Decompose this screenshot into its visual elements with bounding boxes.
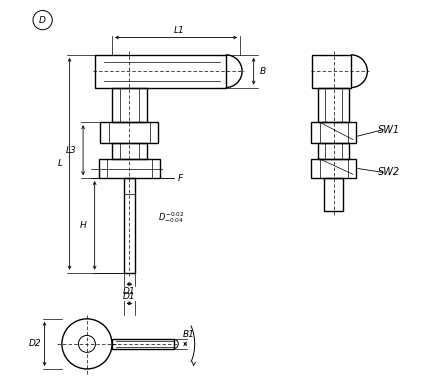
Text: H: H bbox=[80, 221, 86, 230]
Text: SW1: SW1 bbox=[378, 125, 400, 135]
Text: B1: B1 bbox=[183, 330, 195, 339]
Text: D2: D2 bbox=[29, 339, 41, 348]
Text: L3: L3 bbox=[66, 146, 77, 155]
Text: D1: D1 bbox=[123, 287, 136, 296]
Text: D1: D1 bbox=[123, 292, 136, 301]
Text: $D^{-0.02}_{-0.04}$: $D^{-0.02}_{-0.04}$ bbox=[158, 210, 185, 225]
Text: D: D bbox=[39, 16, 46, 25]
Text: B: B bbox=[260, 67, 266, 76]
Text: F: F bbox=[177, 174, 183, 183]
Text: L1: L1 bbox=[174, 26, 184, 35]
Text: SW2: SW2 bbox=[378, 167, 400, 178]
Text: L: L bbox=[58, 159, 62, 168]
